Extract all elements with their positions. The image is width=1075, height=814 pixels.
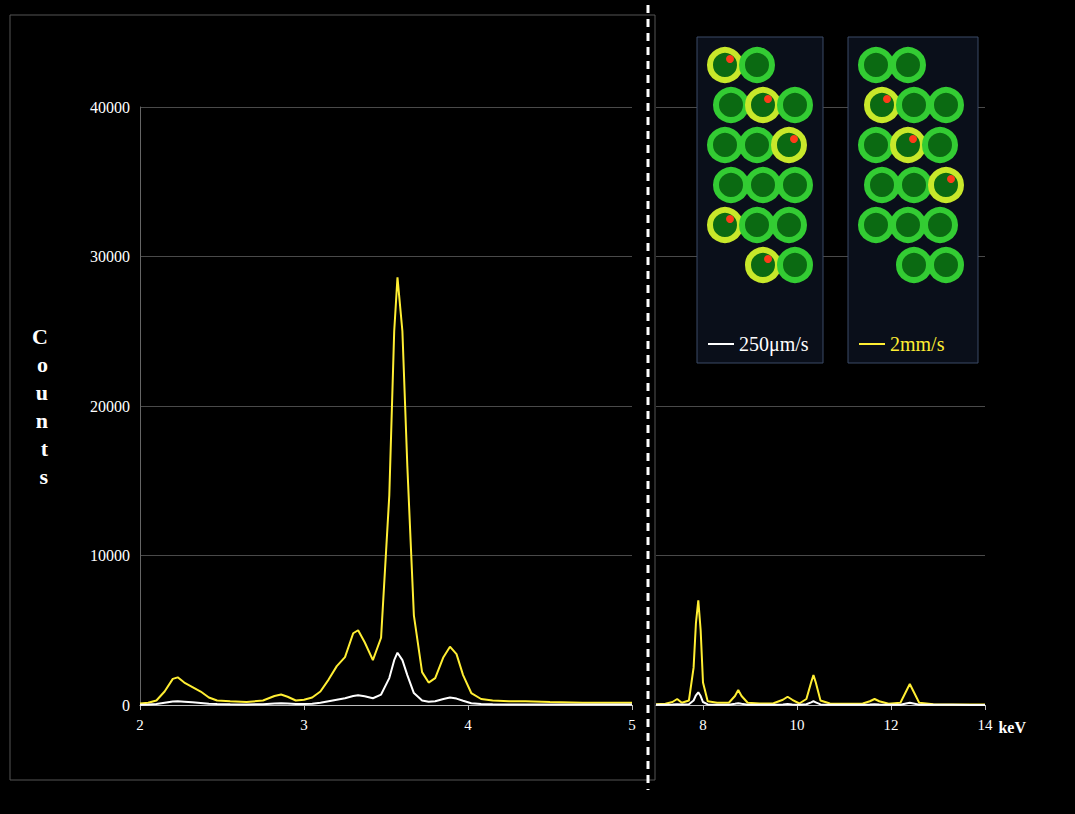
svg-text:20000: 20000 xyxy=(90,398,130,415)
svg-text:10: 10 xyxy=(790,717,805,733)
svg-text:u: u xyxy=(36,380,48,405)
svg-text:5: 5 xyxy=(628,717,636,733)
svg-text:12: 12 xyxy=(884,717,899,733)
svg-text:4: 4 xyxy=(464,717,472,733)
svg-text:250μm/s: 250μm/s xyxy=(739,333,809,356)
svg-text:14: 14 xyxy=(978,717,994,733)
svg-text:s: s xyxy=(39,464,48,489)
svg-text:2mm/s: 2mm/s xyxy=(890,333,945,355)
svg-text:8: 8 xyxy=(699,717,707,733)
svg-text:30000: 30000 xyxy=(90,248,130,265)
svg-text:keV: keV xyxy=(998,719,1026,736)
svg-text:10000: 10000 xyxy=(90,547,130,564)
svg-text:t: t xyxy=(41,436,49,461)
svg-text:2: 2 xyxy=(136,717,144,733)
svg-text:0: 0 xyxy=(122,697,130,714)
svg-text:3: 3 xyxy=(300,717,308,733)
svg-text:40000: 40000 xyxy=(90,99,130,116)
svg-text:C: C xyxy=(32,324,48,349)
svg-text:o: o xyxy=(37,352,48,377)
svg-text:n: n xyxy=(36,408,48,433)
